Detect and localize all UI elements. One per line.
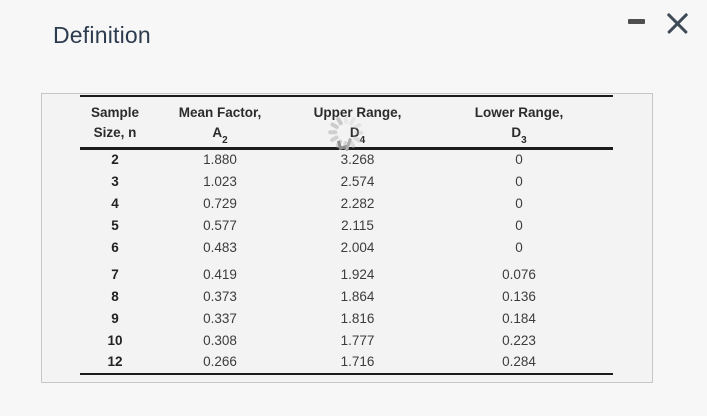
table-cell: 0.266	[203, 354, 237, 369]
table-cell: 0	[515, 195, 523, 211]
table-row: 6 0.483 2.004 0	[80, 237, 613, 259]
table-cell: 0.373	[203, 288, 237, 304]
table-cell: 0	[515, 173, 523, 189]
table-cell: 3.268	[340, 152, 375, 168]
table-cell: 0.136	[502, 288, 536, 304]
table-row: 12 0.266 1.716 0.284	[80, 352, 613, 374]
table-cell: 1.816	[340, 310, 375, 326]
table-row: 3 1.023 2.574 0	[80, 171, 613, 193]
table-cell: 0.577	[203, 217, 237, 233]
minimize-button[interactable]	[622, 12, 650, 32]
table-cell: 1.716	[340, 354, 375, 369]
table-cell: 6	[111, 239, 119, 255]
table-cell: 0.483	[203, 239, 237, 255]
table-cell: 2.574	[340, 173, 375, 189]
minimize-icon	[628, 19, 645, 24]
col-header-lower-range: Lower Range, D3	[425, 96, 613, 150]
table-cell: 12	[107, 354, 123, 369]
table-cell: 1.864	[340, 288, 375, 304]
table-cell: 0.729	[203, 195, 237, 211]
table-cell: 10	[107, 332, 123, 348]
col-header-upper-range: Upper Range, D4	[290, 96, 425, 150]
table-cell: 0	[515, 239, 523, 255]
table-cell: 2.004	[340, 239, 375, 255]
table-row: 10 0.308 1.777 0.223	[80, 330, 613, 352]
table-cell: 9	[111, 310, 119, 326]
col-header-sample-size: Sample Size, n	[80, 96, 150, 150]
control-chart-constants-table: Sample Size, n Mean Factor, A2 Upper Ran…	[80, 95, 613, 375]
table-cell: 5	[111, 217, 119, 233]
table-cell: 0.337	[203, 310, 237, 326]
table-cell: 1.880	[203, 152, 237, 168]
table-cell: 0.184	[502, 310, 536, 326]
table-cell: 4	[111, 195, 119, 211]
table-row: 9 0.337 1.816 0.184	[80, 308, 613, 330]
col-header-mean-factor: Mean Factor, A2	[150, 96, 290, 150]
table-cell: 2	[111, 152, 119, 168]
table-cell: 0.223	[502, 332, 536, 348]
table-cell: 2.282	[340, 195, 375, 211]
table-cell: 0.284	[502, 354, 536, 369]
table-cell: 2.115	[341, 217, 374, 233]
table-row: 7 0.419 1.924 0.076	[80, 259, 613, 286]
table-row: 5 0.577 2.115 0	[80, 215, 613, 237]
table-body: 2 1.880 3.268 0 3 1.023 2.574 0 4 0.729 2.282 0 5 0.5…	[80, 149, 613, 374]
table-panel: Sample Size, n Mean Factor, A2 Upper Ran…	[41, 93, 653, 383]
table-cell: 0	[515, 217, 523, 233]
table-row: 8 0.373 1.864 0.136	[80, 286, 613, 308]
header-row: Sample Size, n Mean Factor, A2 Upper Ran…	[80, 96, 613, 150]
close-button[interactable]	[662, 8, 692, 38]
table-cell: 7	[111, 266, 119, 282]
table-row: 4 0.729 2.282 0	[80, 193, 613, 215]
table-cell: 8	[111, 288, 119, 304]
table-cell: 0	[515, 152, 523, 168]
table-row: 2 1.880 3.268 0	[80, 149, 613, 171]
table-cell: 1.023	[203, 173, 237, 189]
table-cell: 0.308	[203, 332, 237, 348]
page-title: Definition	[53, 22, 151, 48]
table-cell: 1.777	[340, 332, 375, 348]
table-cell: 3	[111, 173, 119, 189]
table-cell: 0.419	[203, 266, 237, 282]
table-cell: 1.924	[340, 266, 375, 282]
table-cell: 0.076	[502, 266, 536, 282]
